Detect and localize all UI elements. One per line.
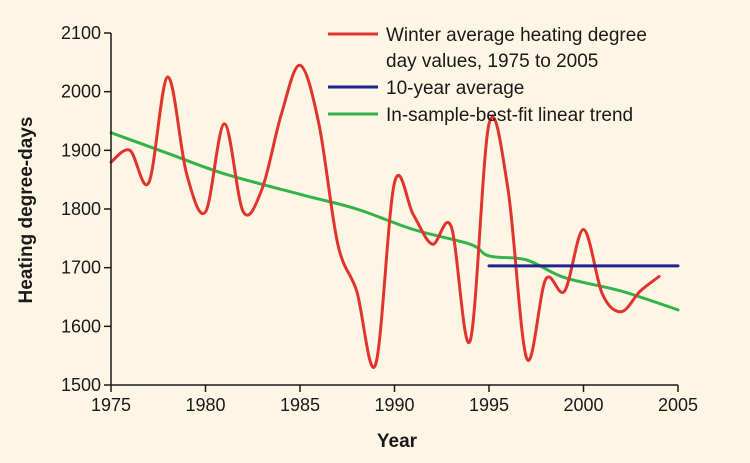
ticks: 1500 1600 1700 1800 1900 2000 2100 1975 1980 1985… (61, 23, 698, 415)
series-layer (109, 63, 680, 369)
x-tick-label: 1990 (374, 395, 414, 415)
x-tick-label: 1980 (185, 395, 225, 415)
x-axis-label: Year (377, 431, 418, 452)
x-tick-label: 2000 (563, 395, 603, 415)
x-tick-label: 1995 (469, 395, 509, 415)
legend-label: 10-year average (386, 78, 524, 99)
x-tick-label: 1985 (280, 395, 320, 415)
series-line-in-sample-best-fit-linear-tren (109, 131, 680, 312)
series-line-winter-average-heating-degree (109, 63, 661, 369)
y-tick-label: 1700 (61, 258, 101, 278)
y-tick-label: 1500 (61, 375, 101, 395)
y-tick-label: 1900 (61, 140, 101, 160)
y-tick-label: 2100 (61, 23, 101, 43)
legend-label: In-sample-best-fit linear trend (386, 105, 633, 126)
legend: Winter average heating degree day values,… (328, 25, 647, 126)
y-tick-label: 1800 (61, 199, 101, 219)
y-axis-label: Heating degree-days (16, 117, 37, 304)
x-tick-label: 1975 (91, 395, 131, 415)
legend-label: day values, 1975 to 2005 (386, 51, 598, 72)
y-tick-label: 2000 (61, 82, 101, 102)
legend-label: Winter average heating degree (386, 25, 647, 46)
y-tick-label: 1600 (61, 316, 101, 336)
x-tick-label: 2005 (658, 395, 698, 415)
